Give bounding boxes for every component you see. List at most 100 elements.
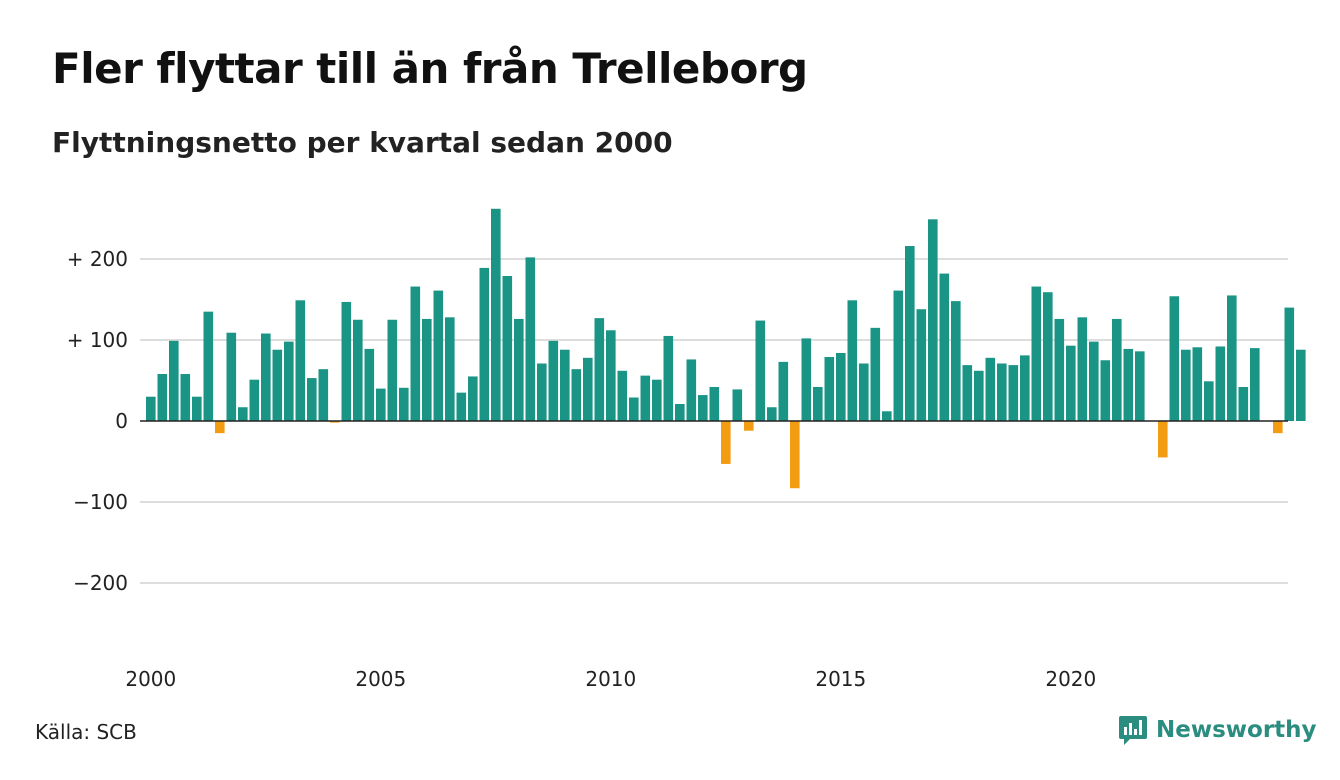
bar — [226, 332, 237, 421]
brand-name: Newsworthy — [1156, 717, 1317, 743]
y-tick-label: 0 — [115, 409, 128, 433]
bar — [341, 301, 352, 421]
bar — [755, 320, 766, 421]
bar — [1089, 341, 1099, 421]
bar — [180, 374, 191, 421]
bar — [364, 348, 375, 421]
bar — [146, 396, 156, 421]
bar — [1008, 365, 1019, 421]
bar — [537, 363, 547, 421]
bar — [249, 379, 260, 421]
brand-logo[interactable]: Newsworthy — [1118, 714, 1317, 746]
bar — [215, 421, 225, 434]
x-tick-label: 2015 — [815, 667, 866, 691]
bar — [698, 395, 708, 421]
bar — [169, 340, 179, 421]
bar — [514, 318, 524, 421]
bar — [307, 378, 317, 421]
bar — [433, 290, 444, 421]
bar — [330, 421, 340, 423]
bar — [813, 386, 823, 421]
bar — [778, 361, 789, 421]
bar — [1135, 351, 1145, 421]
bar — [456, 392, 467, 421]
y-tick-label: + 100 — [67, 328, 128, 352]
bar — [1250, 348, 1260, 421]
bar — [238, 407, 248, 421]
bar — [422, 318, 432, 421]
bar — [686, 359, 697, 421]
bar — [824, 357, 835, 421]
bar-chart-icon — [1119, 716, 1147, 745]
bar — [203, 311, 214, 421]
bar — [629, 397, 639, 421]
bar — [1077, 317, 1088, 421]
bar — [353, 319, 363, 421]
bar — [376, 388, 386, 421]
bar — [192, 396, 202, 421]
bar — [617, 370, 628, 421]
x-tick-label: 2020 — [1045, 667, 1096, 691]
bar — [974, 370, 984, 421]
x-axis-labels: 2000 2005 2010 2015 2020 — [125, 667, 1096, 691]
bar — [721, 421, 731, 464]
bar — [399, 387, 409, 421]
bar — [1192, 347, 1203, 421]
bar — [905, 246, 915, 421]
bar — [1043, 292, 1053, 421]
bar — [928, 219, 938, 421]
bar — [583, 357, 593, 421]
bar — [663, 335, 674, 421]
bar — [939, 273, 950, 421]
bar — [1031, 286, 1042, 421]
bar — [157, 374, 168, 421]
y-tick-label: −100 — [73, 490, 128, 514]
bar — [284, 341, 294, 421]
bar — [1215, 346, 1226, 421]
bar — [640, 375, 651, 421]
bar — [1238, 386, 1249, 421]
bar — [962, 365, 973, 421]
bar — [744, 421, 754, 431]
bar — [387, 319, 398, 421]
bar — [1020, 355, 1030, 421]
y-tick-label: + 200 — [67, 247, 128, 271]
x-tick-label: 2010 — [585, 667, 636, 691]
bar — [468, 376, 478, 421]
bar — [548, 340, 559, 421]
bar — [571, 369, 582, 421]
bar — [594, 318, 605, 421]
source-note: Källa: SCB — [35, 720, 137, 744]
grid-lines — [140, 258, 1288, 584]
bar — [790, 421, 800, 489]
bar — [1123, 348, 1134, 421]
bar — [560, 349, 570, 421]
bar — [1181, 349, 1191, 421]
bar — [1054, 318, 1065, 421]
bar — [893, 290, 904, 421]
bar — [836, 352, 846, 421]
bar — [1273, 421, 1283, 434]
bar — [1158, 421, 1168, 458]
bar — [525, 257, 536, 421]
bar — [502, 276, 513, 421]
bar — [410, 286, 421, 421]
bar — [709, 386, 720, 421]
bar — [951, 301, 961, 421]
bar — [732, 389, 743, 421]
bar — [1066, 345, 1076, 421]
bar — [870, 327, 881, 421]
bar — [985, 357, 996, 421]
y-axis-labels: + 200 + 100 0 −100 −200 — [67, 247, 128, 595]
bar — [997, 363, 1007, 421]
chart-title: Fler flyttar till än från Trelleborg — [52, 44, 808, 93]
bar — [1100, 360, 1111, 421]
y-tick-label: −200 — [73, 571, 128, 595]
bar — [675, 403, 685, 421]
bar — [1204, 381, 1214, 421]
bar — [1112, 318, 1122, 421]
bar — [606, 330, 616, 421]
bars — [146, 208, 1306, 489]
bar — [1284, 307, 1295, 421]
